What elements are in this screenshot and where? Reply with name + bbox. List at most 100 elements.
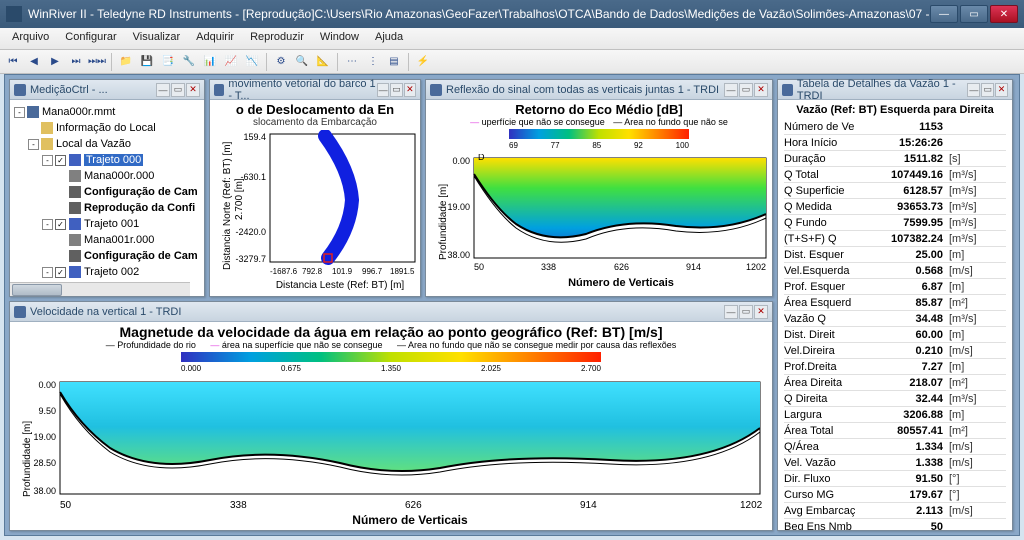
panel-close[interactable]: ✕ xyxy=(404,83,416,97)
panel-max[interactable]: ▭ xyxy=(390,83,402,97)
toolbar: ⏮ ◀ ▶ ⏭ ⏭⏭ 📁 💾 📑 🔧 📊 📈 📉 ⚙ 🔍 📐 ⋯ ⋮ ▤ ⚡ xyxy=(0,50,1024,74)
tb-chart1[interactable]: 📊 xyxy=(201,53,219,71)
panel-min[interactable]: — xyxy=(724,305,738,319)
panel-min[interactable]: — xyxy=(156,83,170,97)
tb-save[interactable]: 💾 xyxy=(138,53,156,71)
panel-icon xyxy=(214,84,224,96)
tb-play[interactable]: ▶ xyxy=(46,53,64,71)
details-panel-title[interactable]: Tabela de Detalhes da Vazão 1 - TRDI — ▭… xyxy=(778,80,1012,100)
tb-open[interactable]: 📁 xyxy=(117,53,135,71)
tb-first[interactable]: ⏮ xyxy=(4,53,22,71)
tb-bolt[interactable]: ⚡ xyxy=(414,53,432,71)
ytick: -2420.0 xyxy=(235,227,266,237)
tree-item[interactable]: Configuração de Cam xyxy=(12,248,202,264)
echo-leg2: Area no fundo que não se xyxy=(624,117,728,127)
svg-text:0.00: 0.00 xyxy=(38,380,56,390)
svg-text:Número de Verticais: Número de Verticais xyxy=(352,513,468,527)
ytick: 159.4 xyxy=(243,132,266,142)
tree-item[interactable]: Configuração de Cam xyxy=(12,184,202,200)
detail-row: Hora Início15:26:26 xyxy=(784,135,1006,151)
tb-doc[interactable]: 📑 xyxy=(159,53,177,71)
menu-arquivo[interactable]: Arquivo xyxy=(4,28,57,49)
svg-text:28.50: 28.50 xyxy=(33,458,56,468)
tree-item[interactable]: -✓Trajeto 001 xyxy=(12,216,202,232)
svg-text:38.00: 38.00 xyxy=(33,486,56,496)
tree-panel: MediçãoCtrl - ... — ▭ ✕ -Mana000r.mmtInf… xyxy=(9,79,205,297)
tree-item[interactable]: Reprodução da Confi xyxy=(12,200,202,216)
tree-item[interactable]: Mana001r.000 xyxy=(12,232,202,248)
panel-max[interactable]: ▭ xyxy=(981,83,994,97)
tb-grid[interactable]: ▤ xyxy=(385,53,403,71)
tb-ruler[interactable]: 📐 xyxy=(314,53,332,71)
tree-item[interactable]: -✓Trajeto 002 xyxy=(12,264,202,280)
maximize-button[interactable]: ▭ xyxy=(960,5,988,23)
panel-min[interactable]: — xyxy=(377,83,389,97)
svg-text:914: 914 xyxy=(686,262,701,272)
velocity-panel: Velocidade na vertical 1 - TRDI — ▭ ✕ Ma… xyxy=(9,301,773,531)
boat-panel: movimento vetorial do barco 1 - T... — ▭… xyxy=(209,79,421,297)
tb-chart3[interactable]: 📉 xyxy=(243,53,261,71)
tb-sep3 xyxy=(337,53,338,71)
detail-row: Largura3206.88[m] xyxy=(784,407,1006,423)
echo-panel-title[interactable]: Reflexão do sinal com todas as verticais… xyxy=(426,80,772,100)
tb-dots-v[interactable]: ⋮ xyxy=(364,53,382,71)
menu-visualizar[interactable]: Visualizar xyxy=(125,28,189,49)
panel-close[interactable]: ✕ xyxy=(754,305,768,319)
panel-icon xyxy=(782,84,793,96)
tb-fwd[interactable]: ⏭ xyxy=(67,53,85,71)
detail-row: (T+S+F) Q107382.24[m³/s] xyxy=(784,231,1006,247)
window-title: WinRiver II - Teledyne RD Instruments - … xyxy=(28,7,930,21)
detail-row: Q Medida93653.73[m³/s] xyxy=(784,199,1006,215)
detail-row: Vazão Q34.48[m³/s] xyxy=(784,311,1006,327)
boat-chart-sub: slocamento da Embarcação xyxy=(210,117,420,128)
tb-chart2[interactable]: 📈 xyxy=(222,53,240,71)
tree-view[interactable]: -Mana000r.mmtInformação do Local-Local d… xyxy=(10,100,204,296)
minimize-button[interactable]: — xyxy=(930,5,958,23)
tree-item[interactable]: Mana000r.000 xyxy=(12,168,202,184)
panel-icon xyxy=(430,84,442,96)
boat-panel-caption: movimento vetorial do barco 1 - T... xyxy=(228,78,376,102)
menu-ajuda[interactable]: Ajuda xyxy=(367,28,411,49)
detail-row: Prof.Dreita7.27[m] xyxy=(784,359,1006,375)
gt: 1.350 xyxy=(381,364,401,373)
svg-text:50: 50 xyxy=(474,262,484,272)
gt: 2.700 xyxy=(581,364,601,373)
tree-h-scroll[interactable] xyxy=(10,282,190,296)
close-button[interactable]: ✕ xyxy=(990,5,1018,23)
tb-config[interactable]: 🔧 xyxy=(180,53,198,71)
tb-dots-h[interactable]: ⋯ xyxy=(343,53,361,71)
panel-close[interactable]: ✕ xyxy=(995,83,1008,97)
xtick: 996.7 xyxy=(362,267,383,276)
panel-icon xyxy=(14,306,26,318)
panel-max[interactable]: ▭ xyxy=(739,83,753,97)
svg-text:1202: 1202 xyxy=(740,500,763,511)
panel-close[interactable]: ✕ xyxy=(186,83,200,97)
menu-window[interactable]: Window xyxy=(312,28,367,49)
gt: 77 xyxy=(551,141,560,150)
menu-configurar[interactable]: Configurar xyxy=(57,28,124,49)
tb-gear[interactable]: ⚙ xyxy=(272,53,290,71)
tree-panel-title[interactable]: MediçãoCtrl - ... — ▭ ✕ xyxy=(10,80,204,100)
boat-chart-title: o de Deslocamento da En xyxy=(210,100,420,117)
echo-gradient xyxy=(509,129,689,139)
panel-max[interactable]: ▭ xyxy=(171,83,185,97)
detail-row: Vel. Vazão1.338[m/s] xyxy=(784,455,1006,471)
panel-max[interactable]: ▭ xyxy=(739,305,753,319)
panel-min[interactable]: — xyxy=(724,83,738,97)
menu-reproduzir[interactable]: Reproduzir xyxy=(242,28,312,49)
tb-last[interactable]: ⏭⏭ xyxy=(88,53,106,71)
menu-adquirir[interactable]: Adquirir xyxy=(188,28,242,49)
panel-close[interactable]: ✕ xyxy=(754,83,768,97)
vel-leg1: Profundidade do rio xyxy=(117,340,196,350)
boat-panel-title[interactable]: movimento vetorial do barco 1 - T... — ▭… xyxy=(210,80,420,100)
tree-item[interactable]: Informação do Local xyxy=(12,120,202,136)
tree-item[interactable]: -Local da Vazão xyxy=(12,136,202,152)
velocity-chart-title: Magnetude da velocidade da água em relaç… xyxy=(10,322,772,340)
tb-back[interactable]: ◀ xyxy=(25,53,43,71)
tb-sep4 xyxy=(408,53,409,71)
tb-zoom[interactable]: 🔍 xyxy=(293,53,311,71)
vel-leg3: Area no fundo que não se consegue medir … xyxy=(408,340,676,350)
tree-item[interactable]: -✓Trajeto 000 xyxy=(12,152,202,168)
panel-min[interactable]: — xyxy=(967,83,980,97)
velocity-panel-title[interactable]: Velocidade na vertical 1 - TRDI — ▭ ✕ xyxy=(10,302,772,322)
